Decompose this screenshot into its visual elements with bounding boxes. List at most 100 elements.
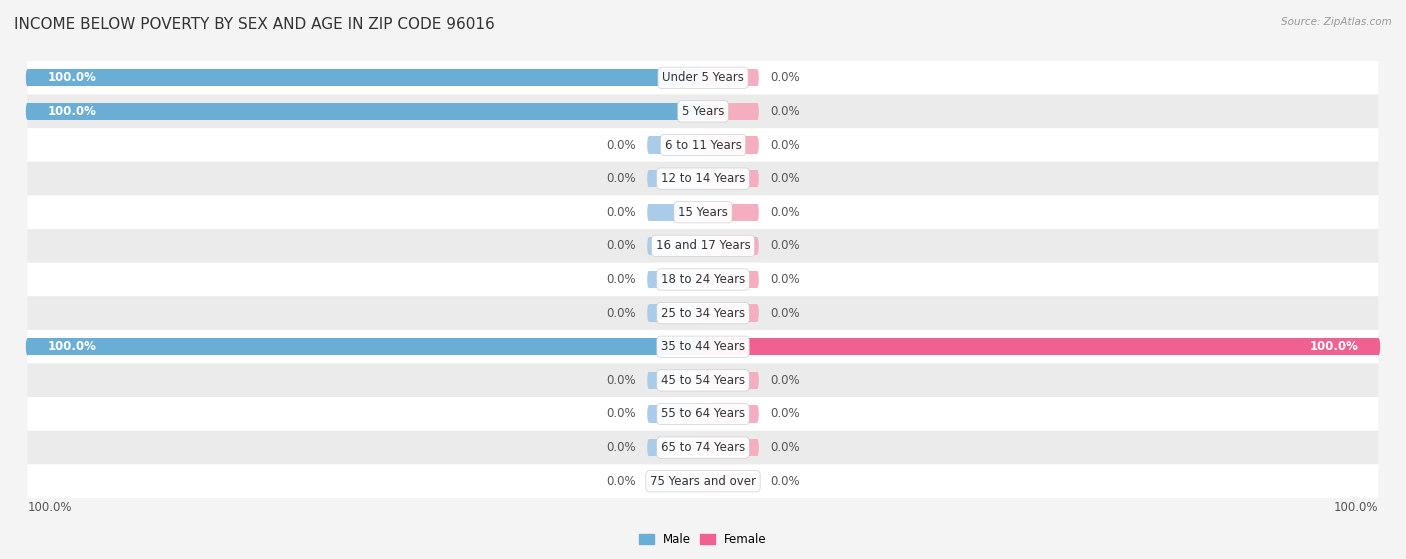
Text: INCOME BELOW POVERTY BY SEX AND AGE IN ZIP CODE 96016: INCOME BELOW POVERTY BY SEX AND AGE IN Z… [14, 17, 495, 32]
Bar [703, 237, 756, 254]
Ellipse shape [647, 203, 651, 221]
Ellipse shape [702, 372, 704, 389]
Bar [703, 170, 756, 187]
Bar [703, 439, 756, 456]
Bar [650, 372, 703, 389]
FancyBboxPatch shape [28, 330, 1378, 363]
Bar [650, 472, 703, 490]
Ellipse shape [702, 439, 704, 456]
Ellipse shape [702, 103, 704, 120]
FancyBboxPatch shape [28, 61, 1378, 94]
Ellipse shape [702, 103, 704, 120]
Ellipse shape [755, 472, 759, 490]
Ellipse shape [702, 69, 704, 87]
Text: 5 Years: 5 Years [682, 105, 724, 118]
Bar [703, 271, 756, 288]
Text: 0.0%: 0.0% [770, 71, 800, 84]
Ellipse shape [647, 305, 651, 322]
Ellipse shape [755, 69, 759, 87]
Text: 45 to 54 Years: 45 to 54 Years [661, 374, 745, 387]
Bar [650, 439, 703, 456]
Text: 100.0%: 100.0% [1334, 501, 1378, 514]
Ellipse shape [702, 271, 704, 288]
Bar [703, 405, 756, 423]
Ellipse shape [755, 203, 759, 221]
Ellipse shape [647, 170, 651, 187]
Ellipse shape [647, 405, 651, 423]
Ellipse shape [755, 305, 759, 322]
Text: 0.0%: 0.0% [606, 139, 636, 151]
Text: 0.0%: 0.0% [770, 105, 800, 118]
Ellipse shape [647, 439, 651, 456]
Text: 0.0%: 0.0% [770, 206, 800, 219]
Ellipse shape [702, 372, 704, 389]
Text: 35 to 44 Years: 35 to 44 Years [661, 340, 745, 353]
Text: 100.0%: 100.0% [48, 340, 97, 353]
Text: 0.0%: 0.0% [770, 374, 800, 387]
Ellipse shape [25, 69, 30, 87]
Ellipse shape [702, 338, 704, 356]
Bar [28, 338, 703, 356]
Text: 0.0%: 0.0% [770, 139, 800, 151]
Ellipse shape [755, 170, 759, 187]
Text: 0.0%: 0.0% [606, 172, 636, 185]
Bar [703, 203, 756, 221]
Ellipse shape [755, 372, 759, 389]
Text: Source: ZipAtlas.com: Source: ZipAtlas.com [1281, 17, 1392, 27]
Ellipse shape [702, 338, 704, 356]
FancyBboxPatch shape [28, 397, 1378, 431]
FancyBboxPatch shape [28, 94, 1378, 128]
Bar [28, 103, 703, 120]
Text: 0.0%: 0.0% [606, 408, 636, 420]
Ellipse shape [755, 136, 759, 154]
Ellipse shape [702, 472, 704, 490]
Text: 0.0%: 0.0% [770, 273, 800, 286]
FancyBboxPatch shape [28, 363, 1378, 397]
Ellipse shape [702, 170, 704, 187]
Text: 75 Years and over: 75 Years and over [650, 475, 756, 488]
Bar [703, 472, 756, 490]
Bar [650, 136, 703, 154]
Text: 6 to 11 Years: 6 to 11 Years [665, 139, 741, 151]
Text: 0.0%: 0.0% [606, 273, 636, 286]
Bar [703, 136, 756, 154]
Bar [703, 305, 756, 322]
Ellipse shape [25, 338, 30, 356]
FancyBboxPatch shape [28, 196, 1378, 229]
Text: 18 to 24 Years: 18 to 24 Years [661, 273, 745, 286]
Ellipse shape [755, 405, 759, 423]
Ellipse shape [702, 439, 704, 456]
Text: 0.0%: 0.0% [606, 206, 636, 219]
FancyBboxPatch shape [28, 229, 1378, 263]
Text: 0.0%: 0.0% [606, 239, 636, 252]
Ellipse shape [702, 203, 704, 221]
FancyBboxPatch shape [28, 431, 1378, 465]
Bar [703, 372, 756, 389]
Ellipse shape [755, 439, 759, 456]
Text: 16 and 17 Years: 16 and 17 Years [655, 239, 751, 252]
Ellipse shape [702, 472, 704, 490]
Text: 100.0%: 100.0% [1309, 340, 1358, 353]
Text: 0.0%: 0.0% [606, 307, 636, 320]
Bar [650, 203, 703, 221]
Text: 100.0%: 100.0% [28, 501, 72, 514]
FancyBboxPatch shape [28, 296, 1378, 330]
Ellipse shape [702, 405, 704, 423]
Ellipse shape [1376, 338, 1381, 356]
Ellipse shape [702, 136, 704, 154]
Text: 55 to 64 Years: 55 to 64 Years [661, 408, 745, 420]
Ellipse shape [702, 237, 704, 254]
Ellipse shape [702, 136, 704, 154]
Ellipse shape [702, 305, 704, 322]
Bar [28, 69, 703, 87]
Ellipse shape [25, 103, 30, 120]
Bar [650, 305, 703, 322]
Ellipse shape [702, 405, 704, 423]
Text: 0.0%: 0.0% [606, 475, 636, 488]
Ellipse shape [702, 305, 704, 322]
Ellipse shape [647, 237, 651, 254]
Ellipse shape [755, 237, 759, 254]
FancyBboxPatch shape [28, 263, 1378, 296]
Text: 25 to 34 Years: 25 to 34 Years [661, 307, 745, 320]
Bar [650, 237, 703, 254]
